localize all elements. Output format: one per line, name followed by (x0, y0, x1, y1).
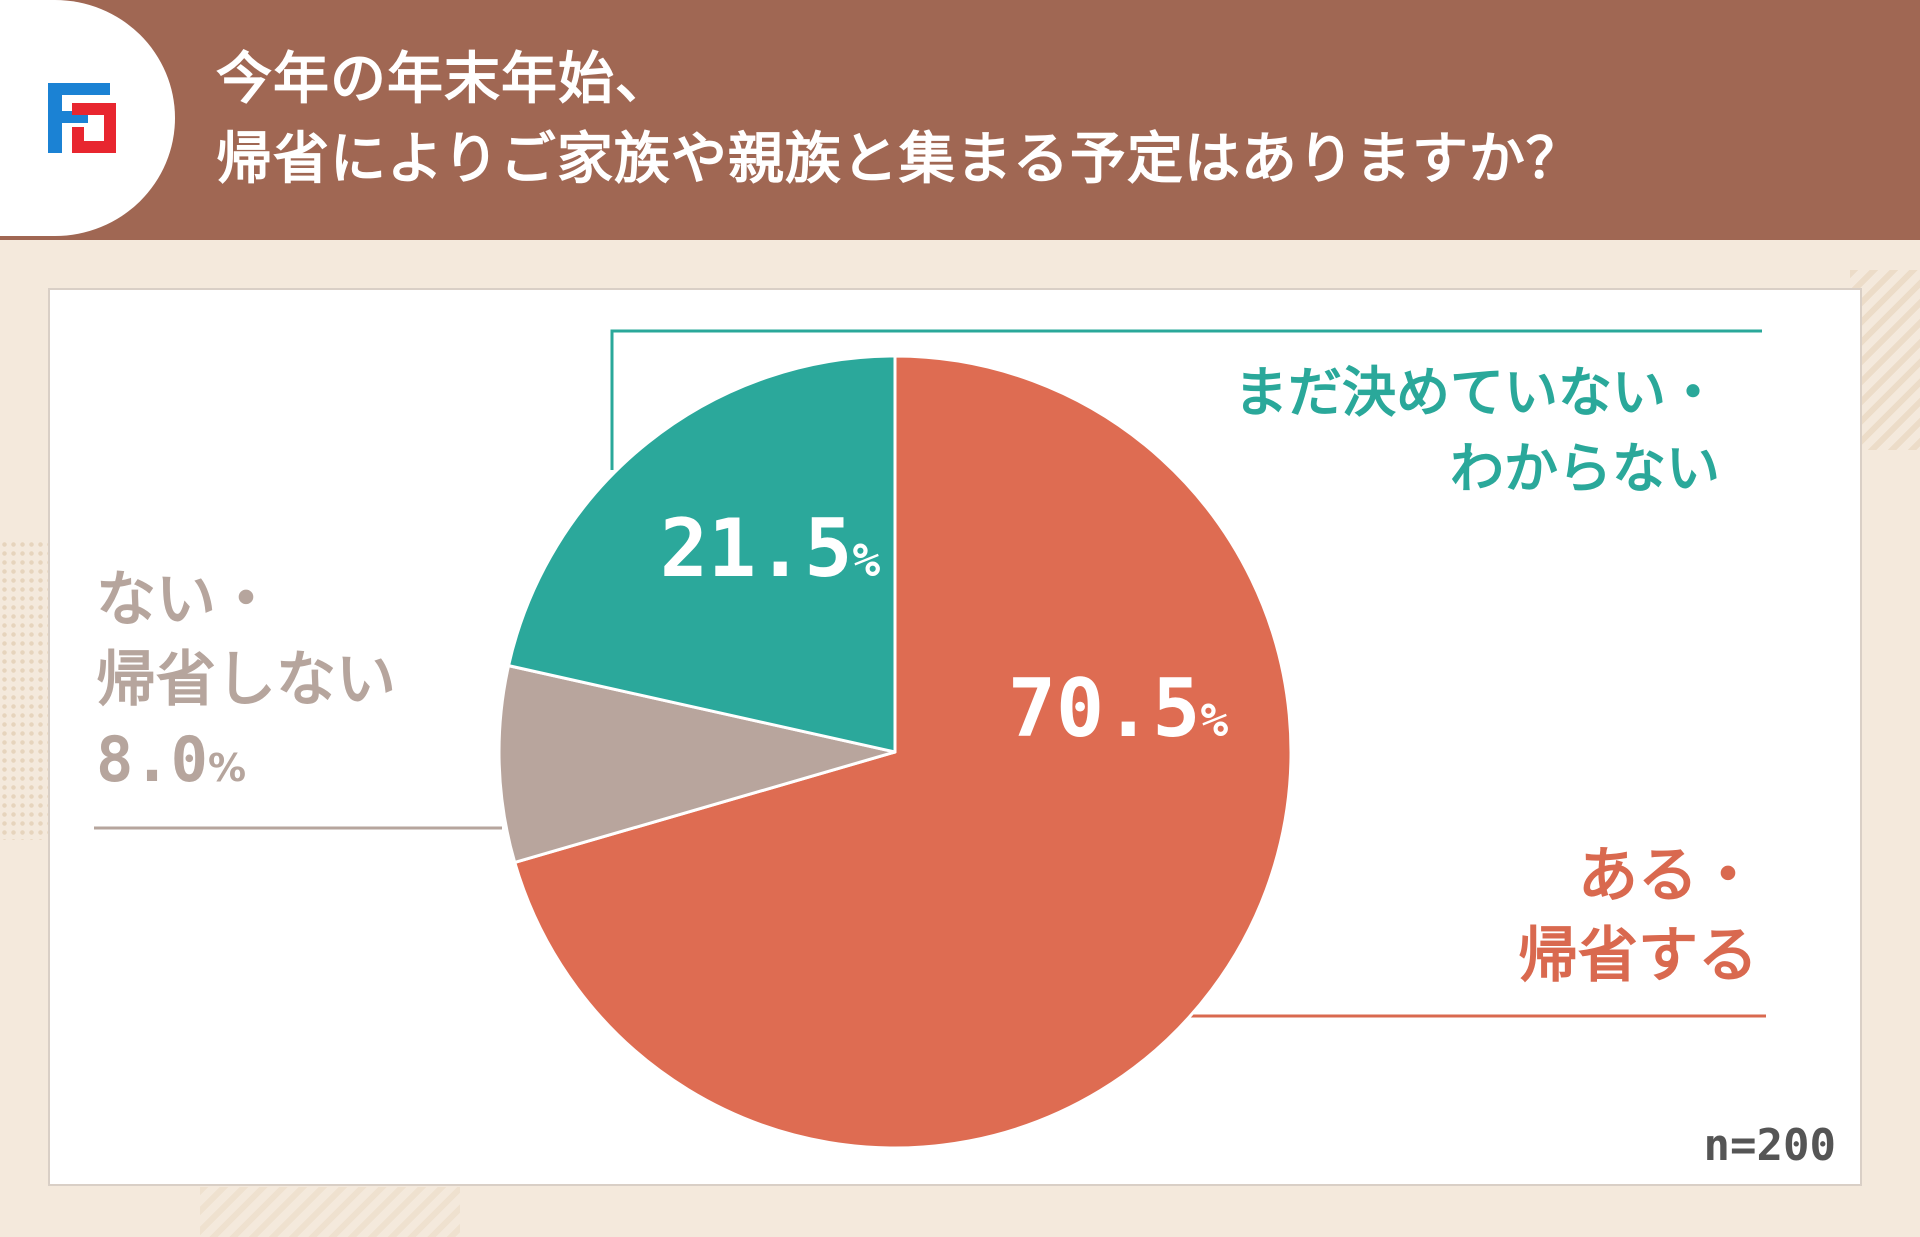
background-stripe-pattern-bottom (200, 1187, 460, 1237)
pie-slices (497, 354, 1293, 1150)
slice-value-percent-2: % (852, 533, 880, 587)
slice-value-number-0: 70.5 (1008, 662, 1201, 755)
slice-value-number-2: 21.5 (660, 502, 853, 595)
label-undecided-line-1: まだ決めていない・ (1234, 361, 1720, 424)
slice-value-labels: 70.5%21.5% (660, 502, 1229, 755)
slice-value-label-2: 21.5% (660, 502, 881, 595)
sample-size: n=200 (1703, 1120, 1836, 1171)
header-banner: 今年の年末年始、 帰省によりご家族や親族と集まる予定はありますか？ (0, 0, 1920, 240)
slice-value-percent-0: % (1200, 693, 1228, 747)
pie-slice-1 (497, 664, 897, 864)
label-yes: ある・ 帰省する (1518, 836, 1758, 996)
pie-slice-0 (513, 354, 1293, 1150)
label-no-percent: % (207, 746, 247, 790)
label-no-line-2: 帰省しない (96, 645, 396, 715)
slice-value-label-0: 70.5% (1008, 662, 1229, 755)
leader-line-undecided (610, 329, 1762, 470)
title-line-1: 今年の年末年始、 (216, 47, 672, 112)
pie-slice-2 (507, 354, 897, 754)
page-title: 今年の年末年始、 帰省によりご家族や親族と集まる予定はありますか？ (216, 40, 1896, 200)
label-yes-line-2: 帰省する (1518, 921, 1758, 991)
label-no-number: 8.0 (96, 723, 208, 796)
leader-lines (94, 329, 1766, 1018)
label-yes-line-1: ある・ (1578, 841, 1758, 911)
label-undecided-line-2: わからない (1450, 437, 1720, 500)
label-no-value: 8.0% (96, 720, 396, 808)
label-no-line-1: ない・ (96, 565, 276, 635)
brand-logo-icon (48, 83, 116, 153)
label-no: ない・ 帰省しない 8.0% (96, 560, 396, 808)
label-undecided: まだ決めていない・ わからない (1234, 355, 1720, 507)
title-line-2: 帰省によりご家族や親族と集まる予定はありますか？ (216, 127, 1583, 192)
